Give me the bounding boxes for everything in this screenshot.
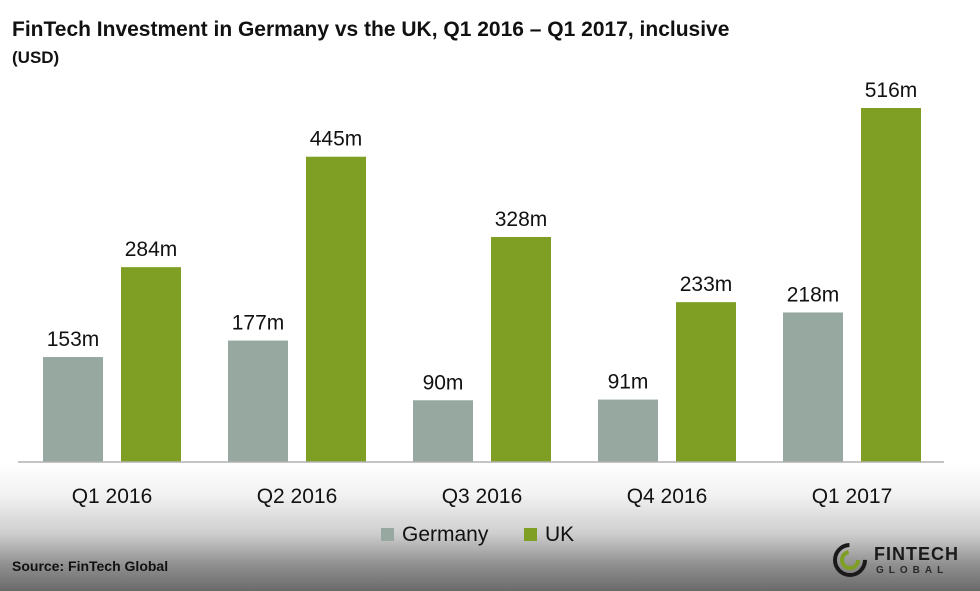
bar-uk-q4-2016 [676,302,736,462]
bar-germany-q4-2016 [598,399,658,462]
data-label: 445m [310,128,363,151]
logo-word: FINTECH [874,544,959,564]
data-label: 218m [787,283,840,306]
source-note: Source: FinTech Global [12,558,169,574]
x-tick-label: Q1 2017 [812,485,893,508]
bar-germany-q2-2016 [228,340,288,462]
bar-uk-q3-2016 [491,236,551,462]
bar-uk-q1-2016 [121,267,181,462]
fintech-global-logo-icon [833,543,867,577]
data-label: 90m [423,371,464,394]
fintech-global-logo: FINTECH GLOBAL [832,540,972,584]
data-label: 153m [47,328,100,351]
bar-germany-q3-2016 [413,400,473,462]
x-tick-label: Q4 2016 [627,485,708,508]
bars-group: 153m 284m 177m 445m 90m 328m 91m 233m 218m 516m [43,79,921,463]
legend-label-uk: UK [545,523,574,546]
legend-label-germany: Germany [402,523,489,546]
footer-band [0,462,980,591]
chart-title: FinTech Investment in Germany vs the UK,… [12,18,730,41]
data-label: 177m [232,312,285,335]
legend-swatch-germany [381,528,394,541]
bar-germany-q1-2016 [43,357,103,462]
x-tick-label: Q2 2016 [257,485,338,508]
bar-germany-q1-2017 [783,312,843,462]
data-label: 233m [680,273,733,296]
bar-uk-q2-2016 [306,156,366,463]
data-label: 284m [125,238,178,261]
x-tick-label: Q3 2016 [442,485,523,508]
x-tick-labels: Q1 2016 Q2 2016 Q3 2016 Q4 2016 Q1 2017 [72,485,893,508]
legend: Germany UK [381,523,574,546]
data-label: 516m [865,79,918,102]
bar-uk-q1-2017 [861,108,921,462]
data-label: 91m [608,371,649,394]
chart-subtitle: (USD) [12,48,60,67]
bar-chart: 153m 284m 177m 445m 90m 328m 91m 233m 218m 516m Q… [18,79,944,546]
legend-swatch-uk [524,528,537,541]
x-tick-label: Q1 2016 [72,485,153,508]
data-label: 328m [495,208,548,231]
logo-subword: GLOBAL [876,565,949,576]
